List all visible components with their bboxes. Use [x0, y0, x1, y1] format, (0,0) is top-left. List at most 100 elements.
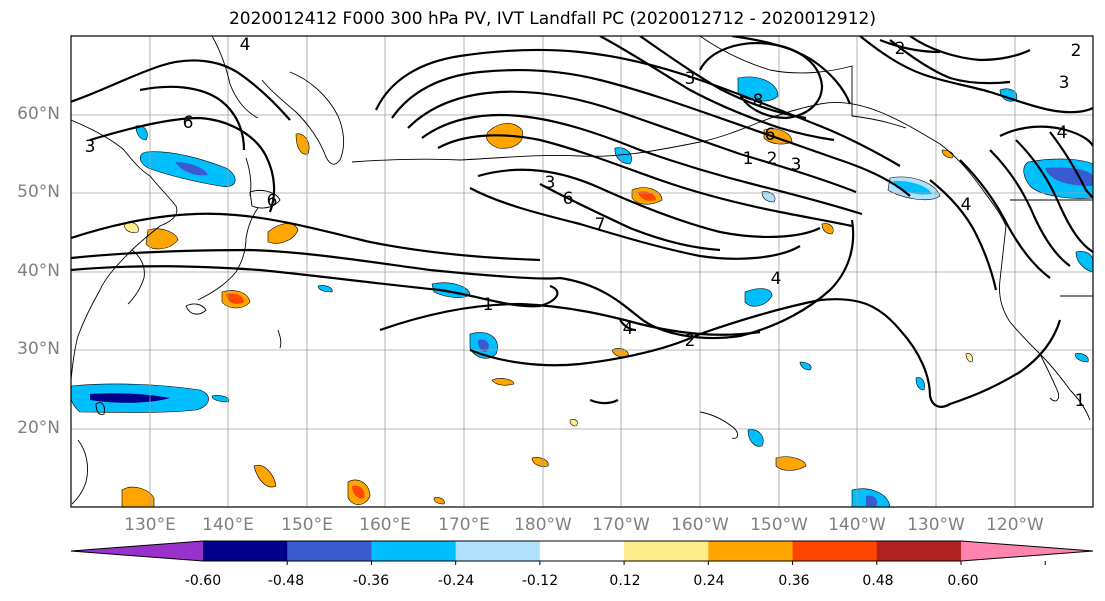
contour-line [407, 90, 857, 194]
colorbar-tick-label: 0.60 [947, 573, 979, 589]
contour-line [639, 36, 807, 120]
contour-label: 4 [1057, 123, 1068, 143]
contour-label: 2 [895, 39, 906, 59]
colorbar-tick-label: 0.48 [862, 573, 894, 589]
pv-positive-blob [569, 419, 578, 427]
lon-label: 150°E [281, 515, 333, 535]
pv-negative-blob [893, 180, 932, 195]
pv-positive-blob [121, 486, 155, 507]
colorbar-extend-max [961, 541, 1093, 561]
pv-negative-blob [1075, 251, 1093, 273]
contour-label: 4 [771, 269, 782, 289]
lon-label: 160°E [359, 515, 411, 535]
contour-line [1015, 139, 1093, 253]
pv-shading [71, 76, 1093, 507]
contour-line [421, 113, 863, 216]
colorbar-segment [287, 541, 372, 561]
colorbar-extend-min [71, 541, 203, 561]
contour-label: 4 [623, 319, 634, 339]
contour-label: 1 [1075, 391, 1086, 411]
contour-line [437, 134, 853, 228]
contour-label: 3 [85, 137, 96, 157]
pv-positive-blob [775, 456, 807, 471]
japan-coast [197, 207, 259, 301]
colorbar-tick-label: 0.24 [693, 573, 725, 589]
hokkaido-coast [249, 189, 281, 209]
korea-coast [127, 249, 145, 305]
map-area [71, 36, 1093, 507]
hawaii-islands [699, 411, 739, 439]
colorbar-segment [203, 541, 288, 561]
contour-line [929, 179, 998, 291]
contour-line [139, 85, 246, 151]
contour-line [71, 219, 855, 340]
contour-line [959, 159, 1051, 279]
lon-label: 140°E [202, 515, 254, 535]
pv-negative-blob [799, 361, 812, 371]
colorbar-segment [708, 541, 794, 561]
pv-negative-blob [317, 285, 333, 293]
lat-label: 20°N [17, 418, 60, 438]
contour-label: 2 [767, 149, 778, 169]
colorbar-segment [876, 541, 962, 561]
lat-label: 50°N [17, 182, 60, 202]
contour-label: 3 [545, 173, 556, 193]
contour-label: 6 [563, 189, 574, 209]
pv-positive-core [226, 293, 244, 304]
contour-label: 4 [961, 195, 972, 215]
pv-positive-core [352, 485, 365, 499]
contour-label: 3 [791, 155, 802, 175]
pv-negative-core [478, 339, 489, 352]
colorbar-tick-label: 0.36 [778, 573, 810, 589]
pv-negative-blob [744, 288, 773, 307]
colorbar-segment [371, 541, 457, 561]
pv-positive-blob [965, 353, 973, 363]
contour-label: 6 [183, 113, 194, 133]
ivt-contours [71, 36, 1093, 408]
contour-line [619, 319, 637, 332]
taiwan-coast [95, 402, 105, 415]
lat-label: 40°N [17, 261, 60, 281]
contour-line [71, 212, 541, 262]
lat-label: 30°N [17, 339, 60, 359]
contour-labels: 4 6 3 6 1 2 4 3 6 7 8 6 1 2 3 2 3 4 4 3 … [85, 35, 1086, 411]
pv-positive-blob [821, 223, 834, 235]
philippines-coast [71, 439, 89, 505]
pv-positive-blob [433, 497, 445, 505]
colorbar-tick-label: -0.12 [521, 573, 559, 589]
contour-line [731, 36, 852, 105]
contour-line [989, 149, 1071, 267]
contour-line [879, 38, 941, 54]
lon-label: 170°W [592, 515, 650, 535]
contour-label: 1 [483, 295, 494, 315]
pv-negative-core [175, 162, 208, 176]
lon-label: 130°E [124, 515, 176, 535]
contour-line [909, 36, 1031, 62]
pv-positive-blob [267, 223, 299, 244]
figure-title: 2020012412 F000 300 hPa PV, IVT Landfall… [228, 9, 876, 29]
gridlines [71, 36, 1093, 507]
contour-line [71, 59, 291, 121]
asia-coast [71, 119, 178, 381]
pv-negative-blob [761, 191, 776, 203]
contour-line [469, 187, 801, 260]
canada-border [851, 115, 907, 129]
alaska-north [699, 36, 853, 116]
contour-line [477, 168, 821, 238]
contour-line [589, 398, 619, 405]
colorbar-tick-label: 0.12 [609, 573, 641, 589]
contour-line [859, 36, 1093, 114]
pv-positive-blob [295, 133, 310, 155]
contour-line [375, 48, 901, 167]
pv-negative-blob [915, 377, 925, 391]
okhotsk-coast [211, 36, 259, 119]
contour-label: 2 [685, 331, 696, 351]
contour-line [89, 116, 276, 213]
colorbar-segment [455, 541, 541, 561]
kamchatka-coast [261, 71, 345, 165]
contour-label: 3 [1059, 73, 1070, 93]
colorbar-segment [792, 541, 878, 561]
pv-positive-core [638, 191, 656, 201]
kyushu-coast [185, 303, 207, 315]
